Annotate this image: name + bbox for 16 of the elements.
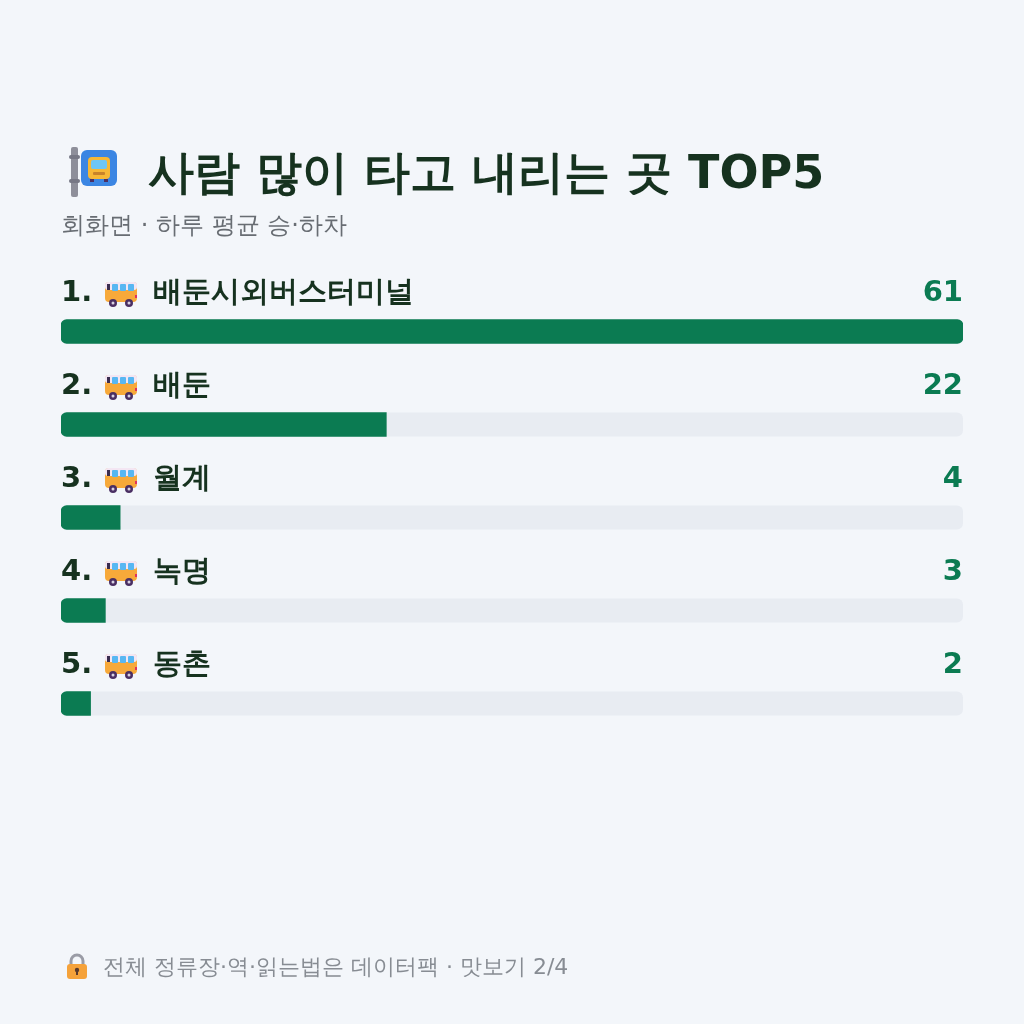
data-label: 61 xyxy=(922,274,963,309)
y-tick-label: 4. 녹명 xyxy=(61,553,211,588)
y-tick-label: 1. 배둔시외버스터미널 xyxy=(61,274,414,309)
bar xyxy=(61,505,121,530)
y-tick-label: 2. 배둔 xyxy=(61,367,211,402)
data-label: 2 xyxy=(942,646,963,681)
bar xyxy=(61,691,91,716)
data-label: 3 xyxy=(942,553,963,588)
bar xyxy=(61,598,106,623)
chart-title: 사람 많이 타고 내리는 곳 TOP5 xyxy=(148,145,825,199)
y-tick-label: 3. 월계 xyxy=(61,460,211,495)
data-label: 4 xyxy=(942,460,963,495)
text: 전체 정류장·역·읽는법은 데이터팩 · 맛보기 2/4 xyxy=(103,954,569,980)
y-tick-label: 5. 동촌 xyxy=(61,646,211,681)
data-label: 22 xyxy=(922,367,963,402)
chart-subtitle: 회화면 · 하루 평균 승·하차 xyxy=(61,211,347,239)
